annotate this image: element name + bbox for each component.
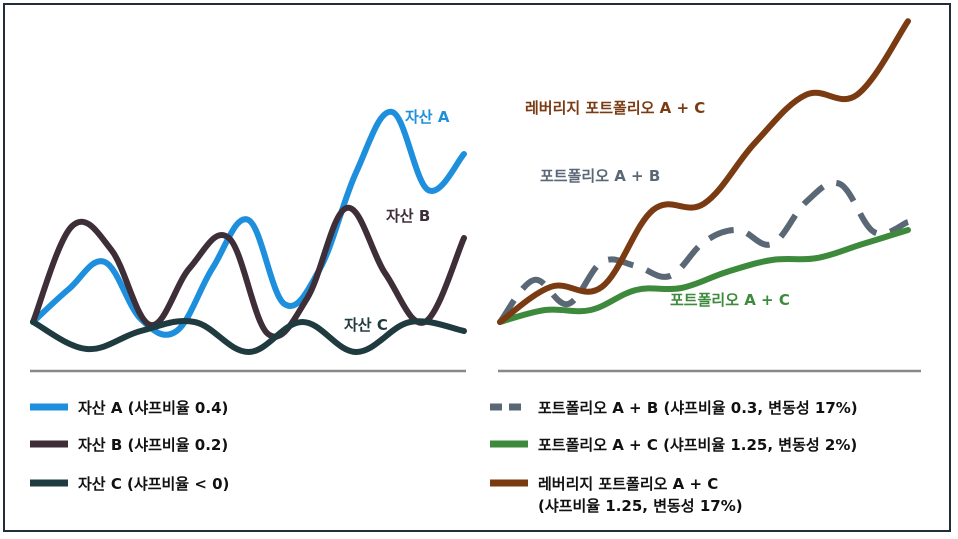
right-panel-lines (497, 18, 911, 325)
leveraged-ac-label: 레버리지 포트폴리오 A + C (525, 99, 705, 117)
legend-text-leveraged-ac-detail: (샤프비율 1.25, 변동성 17%) (538, 497, 743, 515)
series-line-ac (497, 227, 911, 325)
asset-c-label: 자산 C (344, 316, 388, 334)
series-line-lev (497, 18, 911, 325)
portfolio-ab-label: 포트폴리오 A + B (540, 167, 660, 185)
legend-text-portfolio-ab: 포트폴리오 A + B (샤프비율 0.3, 변동성 17%) (538, 399, 858, 417)
series-line-b (30, 204, 467, 340)
series-line-ab (497, 179, 910, 324)
series-line-a (30, 108, 467, 338)
asset-a-label: 자산 A (405, 108, 450, 126)
legend-text-portfolio-ac: 포트폴리오 A + C (샤프비율 1.25, 변동성 2%) (538, 436, 857, 454)
series-line-c (30, 318, 467, 355)
asset-b-label: 자산 B (386, 207, 430, 225)
legend-right: 포트폴리오 A + B (샤프비율 0.3, 변동성 17%) 포트폴리오 A … (490, 399, 858, 515)
figure-frame (3, 3, 951, 532)
left-panel-lines (30, 108, 467, 355)
legend-text-asset-c: 자산 C (샤프비율 < 0) (78, 475, 229, 493)
legend-left: 자산 A (샤프비율 0.4) 자산 B (샤프비율 0.2) 자산 C (샤프… (30, 399, 229, 493)
legend-text-leveraged-ac: 레버리지 포트폴리오 A + C (538, 475, 718, 493)
portfolio-ac-label: 포트폴리오 A + C (670, 291, 790, 309)
legend-text-asset-a: 자산 A (샤프비율 0.4) (78, 399, 228, 417)
legend-text-asset-b: 자산 B (샤프비율 0.2) (78, 436, 228, 454)
